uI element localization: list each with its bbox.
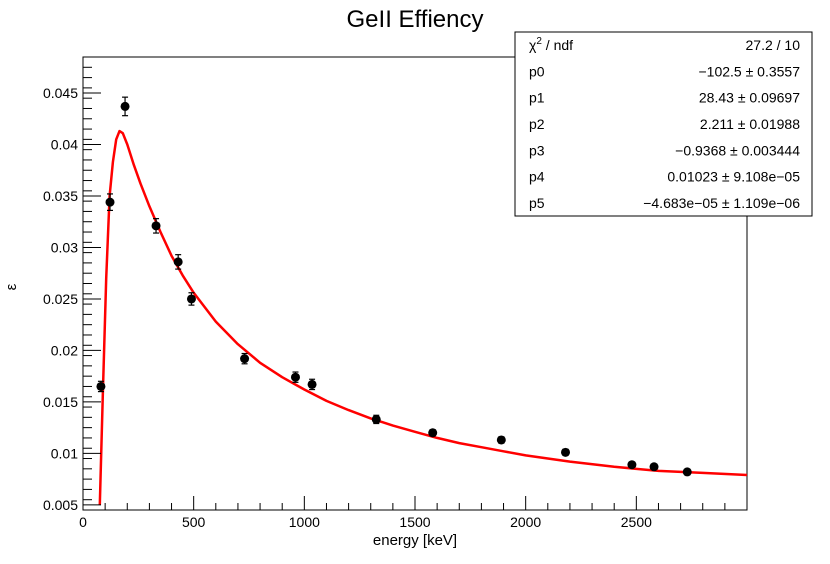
stats-row-value: −4.683e−05 ± 1.109e−06 (643, 195, 800, 211)
stats-row-label: p1 (529, 90, 545, 106)
stats-box-frame (514, 31, 813, 217)
y-tick-label: 0.04 (51, 137, 78, 153)
stats-row-label: p3 (529, 142, 545, 158)
y-tick-label: 0.035 (43, 188, 78, 204)
stats-row-value: 27.2 / 10 (746, 37, 801, 53)
stats-row-label: p4 (529, 169, 545, 185)
x-axis-label: energy [keV] (373, 532, 457, 549)
y-tick-label: 0.03 (51, 239, 78, 255)
data-point (627, 460, 637, 470)
y-tick-label: 0.02 (51, 342, 78, 358)
y-tick-label: 0.005 (43, 497, 78, 513)
data-point (105, 197, 115, 207)
x-tick-label: 0 (79, 514, 87, 530)
data-point (96, 381, 106, 391)
x-tick-label: 1500 (399, 514, 430, 530)
data-points-layer (96, 96, 692, 477)
stats-row-label: χ2 / ndf (529, 36, 573, 53)
x-tick-label: 500 (182, 514, 206, 530)
data-point (290, 372, 300, 382)
data-point (120, 101, 130, 111)
data-point (561, 447, 571, 457)
stats-row-label: p2 (529, 116, 545, 132)
stats-row-value: 28.43 ± 0.09697 (699, 90, 800, 106)
data-point (682, 467, 692, 477)
stats-row-value: −102.5 ± 0.3557 (699, 63, 801, 79)
stats-row-label: p0 (529, 63, 545, 79)
data-point (151, 221, 161, 231)
x-tick-label: 2000 (510, 514, 541, 530)
y-tick-label: 0.01 (51, 445, 78, 461)
data-point (649, 462, 659, 472)
y-tick-label: 0.025 (43, 291, 78, 307)
data-point (173, 257, 183, 267)
stats-row-value: −0.9368 ± 0.003444 (675, 142, 800, 158)
x-tick-label: 2500 (621, 514, 652, 530)
data-point (307, 379, 317, 389)
data-point (186, 294, 196, 304)
x-tick-label: 1000 (289, 514, 320, 530)
axes-layer: 0 500 1000 1500 2000 2500 0.005 0.01 0.015 0.02 0.… (43, 56, 726, 530)
stats-row-value: 2.211 ± 0.01988 (700, 116, 800, 132)
stats-row-label: p5 (529, 195, 545, 211)
data-point (240, 354, 250, 364)
chart-title: GeII Effiency (347, 6, 484, 33)
stats-row-value: 0.01023 ± 9.108e−05 (667, 169, 800, 185)
data-point (428, 428, 438, 438)
fit-curve-line (98, 129, 748, 505)
y-tick-label: 0.045 (43, 85, 78, 101)
y-tick-label: 0.015 (43, 394, 78, 410)
fit-stats-box: χ2 / ndf 27.2 / 10 p0 −102.5 ± 0.3557 p1 28.4… (514, 31, 813, 217)
y-axis-label: ε (3, 283, 20, 290)
data-point (371, 414, 381, 424)
data-point (496, 435, 506, 445)
fit-curve-layer (98, 129, 748, 505)
